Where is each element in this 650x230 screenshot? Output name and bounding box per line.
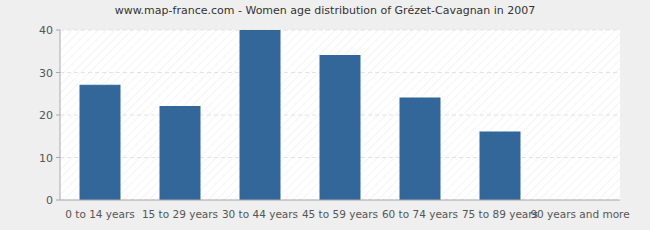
- x-tick-label: 75 to 89 years: [462, 208, 538, 220]
- y-tick-label: 40: [39, 24, 53, 37]
- tick-mark: [56, 72, 60, 73]
- y-tick-label: 30: [39, 67, 53, 80]
- x-tick-label: 90 years and more: [530, 208, 629, 220]
- grid-line: [60, 200, 620, 201]
- x-tick-label: 0 to 14 years: [65, 208, 135, 220]
- bars: [80, 30, 520, 200]
- bar: [320, 56, 360, 201]
- bar: [80, 85, 120, 200]
- x-tick-label: 15 to 29 years: [142, 208, 218, 220]
- x-tick-label: 30 to 44 years: [222, 208, 298, 220]
- y-tick-label: 10: [39, 152, 53, 165]
- tick-mark: [56, 30, 60, 31]
- x-axis: [60, 200, 620, 201]
- bar: [400, 98, 440, 200]
- x-tick-label: 45 to 59 years: [302, 208, 378, 220]
- plot-area: [60, 30, 620, 200]
- bar: [160, 107, 200, 201]
- background: [0, 0, 650, 230]
- title: www.map-france.com - Women age distribut…: [115, 4, 536, 17]
- bar: [240, 30, 280, 200]
- tick-mark: [56, 157, 60, 158]
- grid-line: [60, 30, 620, 31]
- y-axis: [60, 30, 61, 200]
- tick-mark: [56, 200, 60, 201]
- bar: [480, 132, 520, 200]
- y-tick-label: 20: [39, 109, 53, 122]
- chart-svg: www.map-france.com - Women age distribut…: [0, 0, 650, 230]
- chart-container: www.map-france.com - Women age distribut…: [0, 0, 650, 230]
- tick-mark: [56, 115, 60, 116]
- y-tick-label: 0: [46, 194, 53, 207]
- x-tick-label: 60 to 74 years: [382, 208, 458, 220]
